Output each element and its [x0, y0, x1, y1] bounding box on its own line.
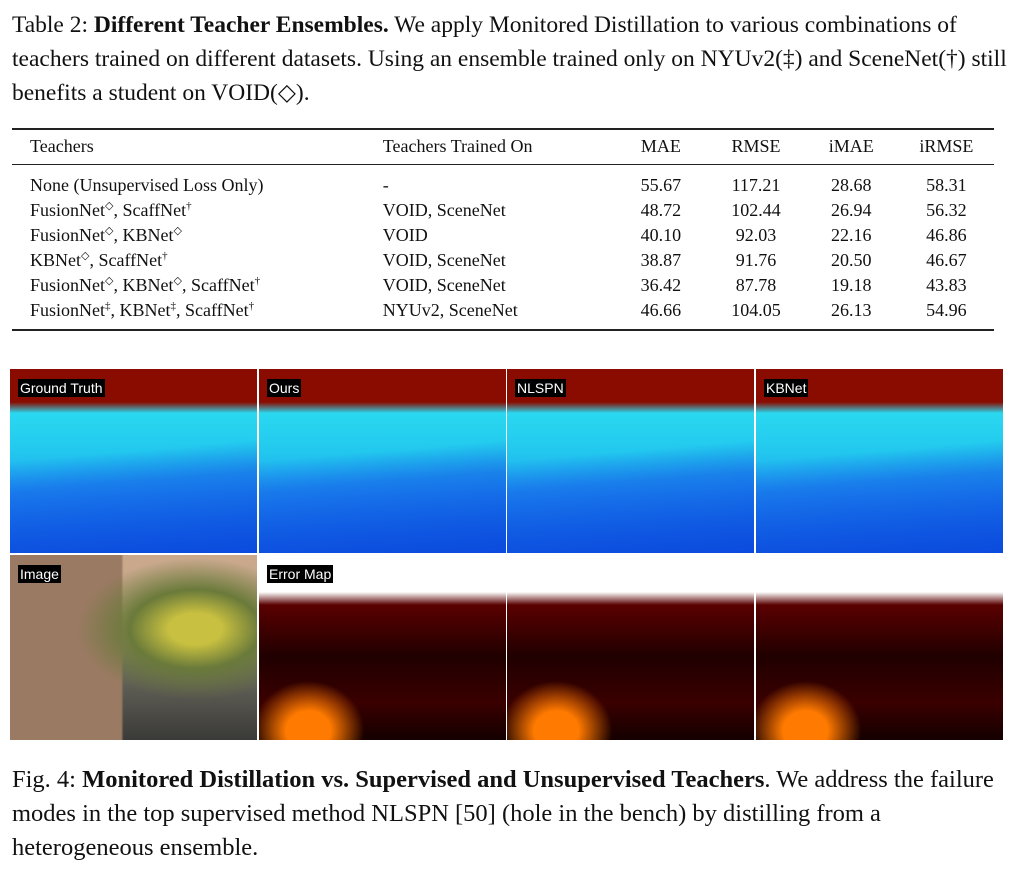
panel	[507, 555, 754, 740]
table-cell: 28.68	[830, 175, 872, 195]
caption-title: Monitored Distillation vs. Supervised an…	[82, 766, 765, 793]
results-table: Teachers Teachers Trained On MAE RMSE iMAE iR…	[12, 128, 994, 331]
table-row: FusionNet◇, KBNet◇ VOID 40.10 92.03 22.16 46.…	[12, 223, 994, 248]
table-cell: 54.96	[926, 300, 967, 320]
caption-label: Table 2:	[12, 12, 89, 38]
table-cell: 48.72	[640, 200, 682, 220]
table-cell: 91.76	[735, 250, 777, 270]
column-header: iMAE	[828, 136, 874, 156]
panel	[756, 555, 1003, 740]
caption-text: We apply Monitored Distillation to vario…	[12, 12, 1007, 106]
table-cell: VOID, SceneNet	[382, 200, 506, 220]
panel: NLSPN	[507, 369, 754, 553]
table-cell: VOID, SceneNet	[382, 250, 506, 270]
table-cell: 38.87	[640, 250, 682, 270]
table-cell: FusionNet◇, KBNet◇, ScaffNet†	[30, 275, 261, 295]
panel-label: Ground Truth	[18, 379, 105, 397]
panel-label: NLSPN	[515, 379, 566, 397]
panel-label: Image	[18, 565, 61, 583]
table-cell: 19.18	[830, 275, 872, 295]
table-cell: 58.31	[926, 175, 967, 195]
table-row: FusionNet◇, ScaffNet† VOID, SceneNet 48.72…	[12, 198, 994, 223]
column-header: Teachers Trained On	[382, 136, 533, 156]
table-row: KBNet◇, ScaffNet† VOID, SceneNet 38.87 91.7…	[12, 248, 994, 273]
figure-caption: Fig. 4: Monitored Distillation vs. Super…	[12, 763, 1008, 865]
panel-label: Ours	[267, 379, 302, 397]
table-cell: 104.05	[731, 300, 781, 320]
table-row: FusionNet‡, KBNet‡, ScaffNet† NYUv2, Scen…	[12, 298, 994, 330]
panel: Error Map	[259, 555, 506, 740]
table-cell: None (Unsupervised Loss Only)	[30, 175, 264, 195]
table-cell: VOID, SceneNet	[382, 275, 506, 295]
panel-label: Error Map	[267, 565, 334, 583]
table-cell: 46.67	[926, 250, 967, 270]
column-header: RMSE	[731, 136, 781, 156]
caption-label: Fig. 4:	[12, 766, 76, 793]
figure-grid: Ground Truth Ours NLSPN KBNet Image Erro…	[10, 369, 1003, 740]
table-cell: 46.66	[640, 300, 682, 320]
column-header: Teachers	[30, 136, 94, 156]
panel: Ours	[259, 369, 506, 553]
table-cell: FusionNet‡, KBNet‡, ScaffNet†	[30, 300, 255, 320]
table-cell: FusionNet◇, KBNet◇	[30, 225, 182, 245]
table-cell: 20.50	[830, 250, 872, 270]
table-cell: 117.21	[731, 175, 781, 195]
panel-label: KBNet	[764, 379, 809, 397]
table-row: FusionNet◇, KBNet◇, ScaffNet† VOID, Scene…	[12, 273, 994, 298]
table-cell: 40.10	[640, 225, 682, 245]
table-cell: -	[382, 175, 389, 195]
table-cell: 55.67	[640, 175, 682, 195]
table-cell: VOID	[382, 225, 428, 245]
table-cell: 26.13	[830, 300, 872, 320]
table-cell: 56.32	[926, 200, 967, 220]
table-cell: KBNet◇, ScaffNet†	[30, 250, 168, 270]
table-cell: FusionNet◇, ScaffNet†	[30, 200, 192, 220]
table-cell: 22.16	[830, 225, 872, 245]
table-cell: 43.83	[926, 275, 967, 295]
panel: Image	[10, 555, 257, 740]
caption-text: . We address the failure modes in the to…	[12, 766, 994, 861]
panel: KBNet	[756, 369, 1003, 553]
table-cell: 87.78	[735, 275, 777, 295]
table-caption: Table 2: Different Teacher Ensembles. We…	[12, 8, 1008, 110]
panel: Ground Truth	[10, 369, 257, 553]
table-row: None (Unsupervised Loss Only) - 55.67 117.2…	[12, 165, 994, 199]
header-row: Teachers Teachers Trained On MAE RMSE iMAE iR…	[12, 129, 994, 165]
table-cell: 46.86	[926, 225, 967, 245]
table-cell: 26.94	[830, 200, 872, 220]
caption-title: Different Teacher Ensembles.	[93, 12, 389, 38]
table-cell: 36.42	[640, 275, 682, 295]
table-cell: 102.44	[731, 200, 781, 220]
column-header: iRMSE	[919, 136, 974, 156]
table-cell: 92.03	[735, 225, 777, 245]
table-cell: NYUv2, SceneNet	[382, 300, 518, 320]
column-header: MAE	[640, 136, 681, 156]
